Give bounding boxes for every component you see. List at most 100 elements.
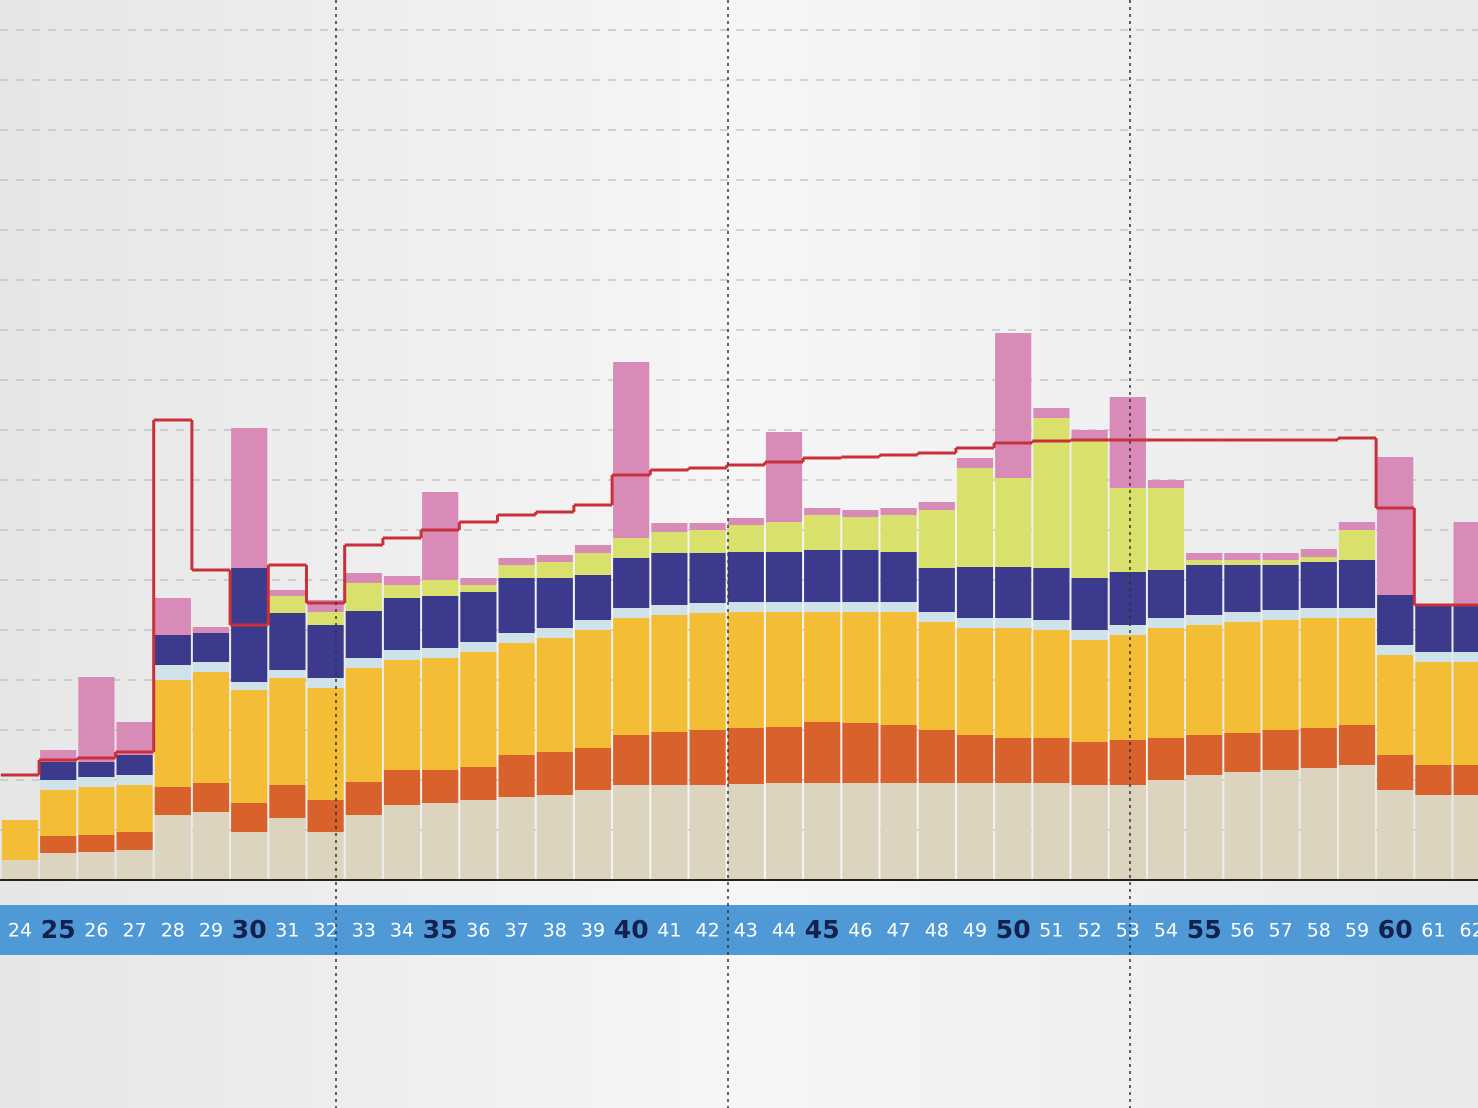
bar-segment [727, 518, 764, 525]
bar-segment [383, 585, 421, 598]
x-tick-label: 62 [1460, 920, 1478, 942]
bar-segment [116, 775, 153, 785]
bar-segment [1377, 457, 1414, 595]
x-tick-label: 50 [996, 915, 1031, 944]
bar-segment [269, 678, 306, 785]
bar-segment [1147, 780, 1185, 880]
bar-segment [1377, 645, 1414, 655]
bar-segment [1186, 615, 1223, 625]
bar-segment [651, 553, 688, 605]
bar-segment [918, 510, 955, 568]
bar-segment [460, 652, 497, 767]
bar-segment [1071, 440, 1108, 578]
bar-segment [154, 598, 191, 635]
bar-segment [765, 522, 803, 552]
bar-segment [1033, 630, 1070, 738]
bar-segment [1147, 618, 1185, 628]
bar-segment [765, 602, 803, 612]
bar-segment [1186, 625, 1223, 735]
bar-segment [1338, 560, 1376, 608]
bar-segment [78, 787, 115, 835]
age-labels: 24 25 26 27 28 29 30 31 32 33 34 35 36 37 38 39 40 41 42 43… [8, 915, 1478, 944]
bar-segment [40, 790, 77, 836]
bar-segment [842, 550, 879, 602]
bar-segment [689, 785, 726, 880]
bar-segment [727, 612, 764, 728]
bar-segment [1300, 549, 1337, 557]
bar-segment [154, 635, 191, 665]
x-tick-label: 46 [848, 920, 872, 942]
x-tick-label: 27 [123, 920, 147, 942]
bar-segment [1224, 560, 1261, 565]
x-tick-label: 55 [1187, 915, 1222, 944]
bar-segment [842, 783, 879, 880]
bar-segment [880, 508, 917, 515]
bar-segment [383, 576, 421, 585]
bar-segment [307, 625, 344, 678]
bar-segment [78, 835, 115, 852]
bar-segment [727, 784, 764, 880]
x-tick-label: 53 [1116, 920, 1140, 942]
x-tick-label: 33 [352, 920, 376, 942]
bar-segment [1415, 605, 1452, 652]
bar-segment [1453, 795, 1478, 880]
bar-segment [1262, 560, 1299, 565]
bar-segment [154, 787, 191, 815]
bar-segment [1147, 480, 1185, 488]
bar-segment [1224, 772, 1261, 880]
bar-segment [536, 562, 573, 578]
x-tick-label: 44 [772, 920, 796, 942]
bar-segment [727, 552, 764, 602]
x-tick-label: 36 [466, 920, 490, 942]
x-tick-label: 58 [1307, 920, 1331, 942]
bar-segment [1186, 553, 1223, 560]
bar-segment [880, 725, 917, 783]
x-tick-label: 34 [390, 920, 414, 942]
bar-segment [727, 728, 764, 784]
bar-segment [307, 678, 344, 688]
bar-segment [1300, 557, 1337, 562]
bar-segment [40, 853, 77, 880]
bar-segment [422, 770, 459, 803]
bar-segment [1377, 655, 1414, 755]
bar-segment [40, 762, 77, 780]
bar-segment [1453, 652, 1478, 662]
bar-segment [1453, 765, 1478, 795]
bar-segment [307, 612, 344, 625]
bar-segment [383, 650, 421, 660]
x-tick-label: 37 [505, 920, 529, 942]
x-tick-label: 51 [1039, 920, 1063, 942]
bar-segment [78, 777, 115, 787]
bar-segment [956, 628, 994, 735]
bar-segment [1224, 612, 1261, 622]
bar-segment [231, 690, 268, 803]
bar-segment [1262, 770, 1299, 880]
bar-segment [1033, 568, 1070, 620]
bar-segment [269, 590, 306, 596]
bar-segment [192, 633, 230, 662]
bar-segment [192, 783, 230, 812]
bar-segment [1338, 530, 1376, 560]
bar-segment [651, 785, 688, 880]
bar-segment [1338, 725, 1376, 765]
bar-segment [804, 515, 841, 550]
x-tick-label: 25 [41, 915, 76, 944]
bar-segment [689, 613, 726, 730]
bar-segment [1377, 790, 1414, 880]
bar-segment [956, 567, 994, 618]
bar-segment [1415, 652, 1452, 662]
x-tick-label: 30 [232, 915, 267, 944]
bar-segment [1453, 662, 1478, 765]
bar-segment [689, 603, 726, 613]
x-tick-label: 45 [805, 915, 840, 944]
bar-segment [422, 580, 459, 596]
bar-segment [460, 592, 497, 642]
bar-segment [1338, 608, 1376, 618]
bar-segment [1338, 765, 1376, 880]
bar-segment [383, 660, 421, 770]
bar-segment [231, 803, 268, 832]
x-tick-label: 31 [275, 920, 299, 942]
bar-segment [880, 612, 917, 725]
bar-segment [307, 800, 344, 832]
